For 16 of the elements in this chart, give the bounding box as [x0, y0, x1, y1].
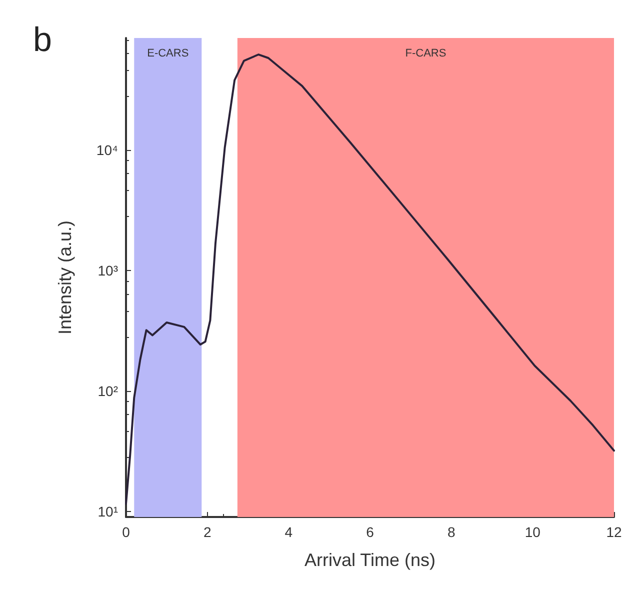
y-axis-title: Intensity (a.u.): [55, 220, 75, 335]
y-tick-label: 10²: [98, 382, 118, 399]
band-label: F-CARS: [405, 48, 446, 60]
chart-title: b: [33, 21, 52, 59]
x-tick-label: 2: [203, 524, 212, 540]
y-tick-label: 10¹: [98, 503, 118, 520]
x-tick-label: 6: [366, 524, 374, 540]
y-tick-label: 10⁴: [96, 142, 118, 158]
x-tick-label: 4: [284, 524, 293, 540]
x-axis-title: Arrival Time (ns): [304, 550, 436, 570]
x-tick-label: 10: [524, 524, 541, 540]
x-tick-label: 12: [606, 524, 622, 540]
x-tick-label: 0: [122, 524, 130, 540]
band-label: E-CARS: [147, 48, 189, 60]
y-tick-label: 10³: [98, 262, 118, 278]
x-tick-label: 8: [447, 524, 456, 540]
